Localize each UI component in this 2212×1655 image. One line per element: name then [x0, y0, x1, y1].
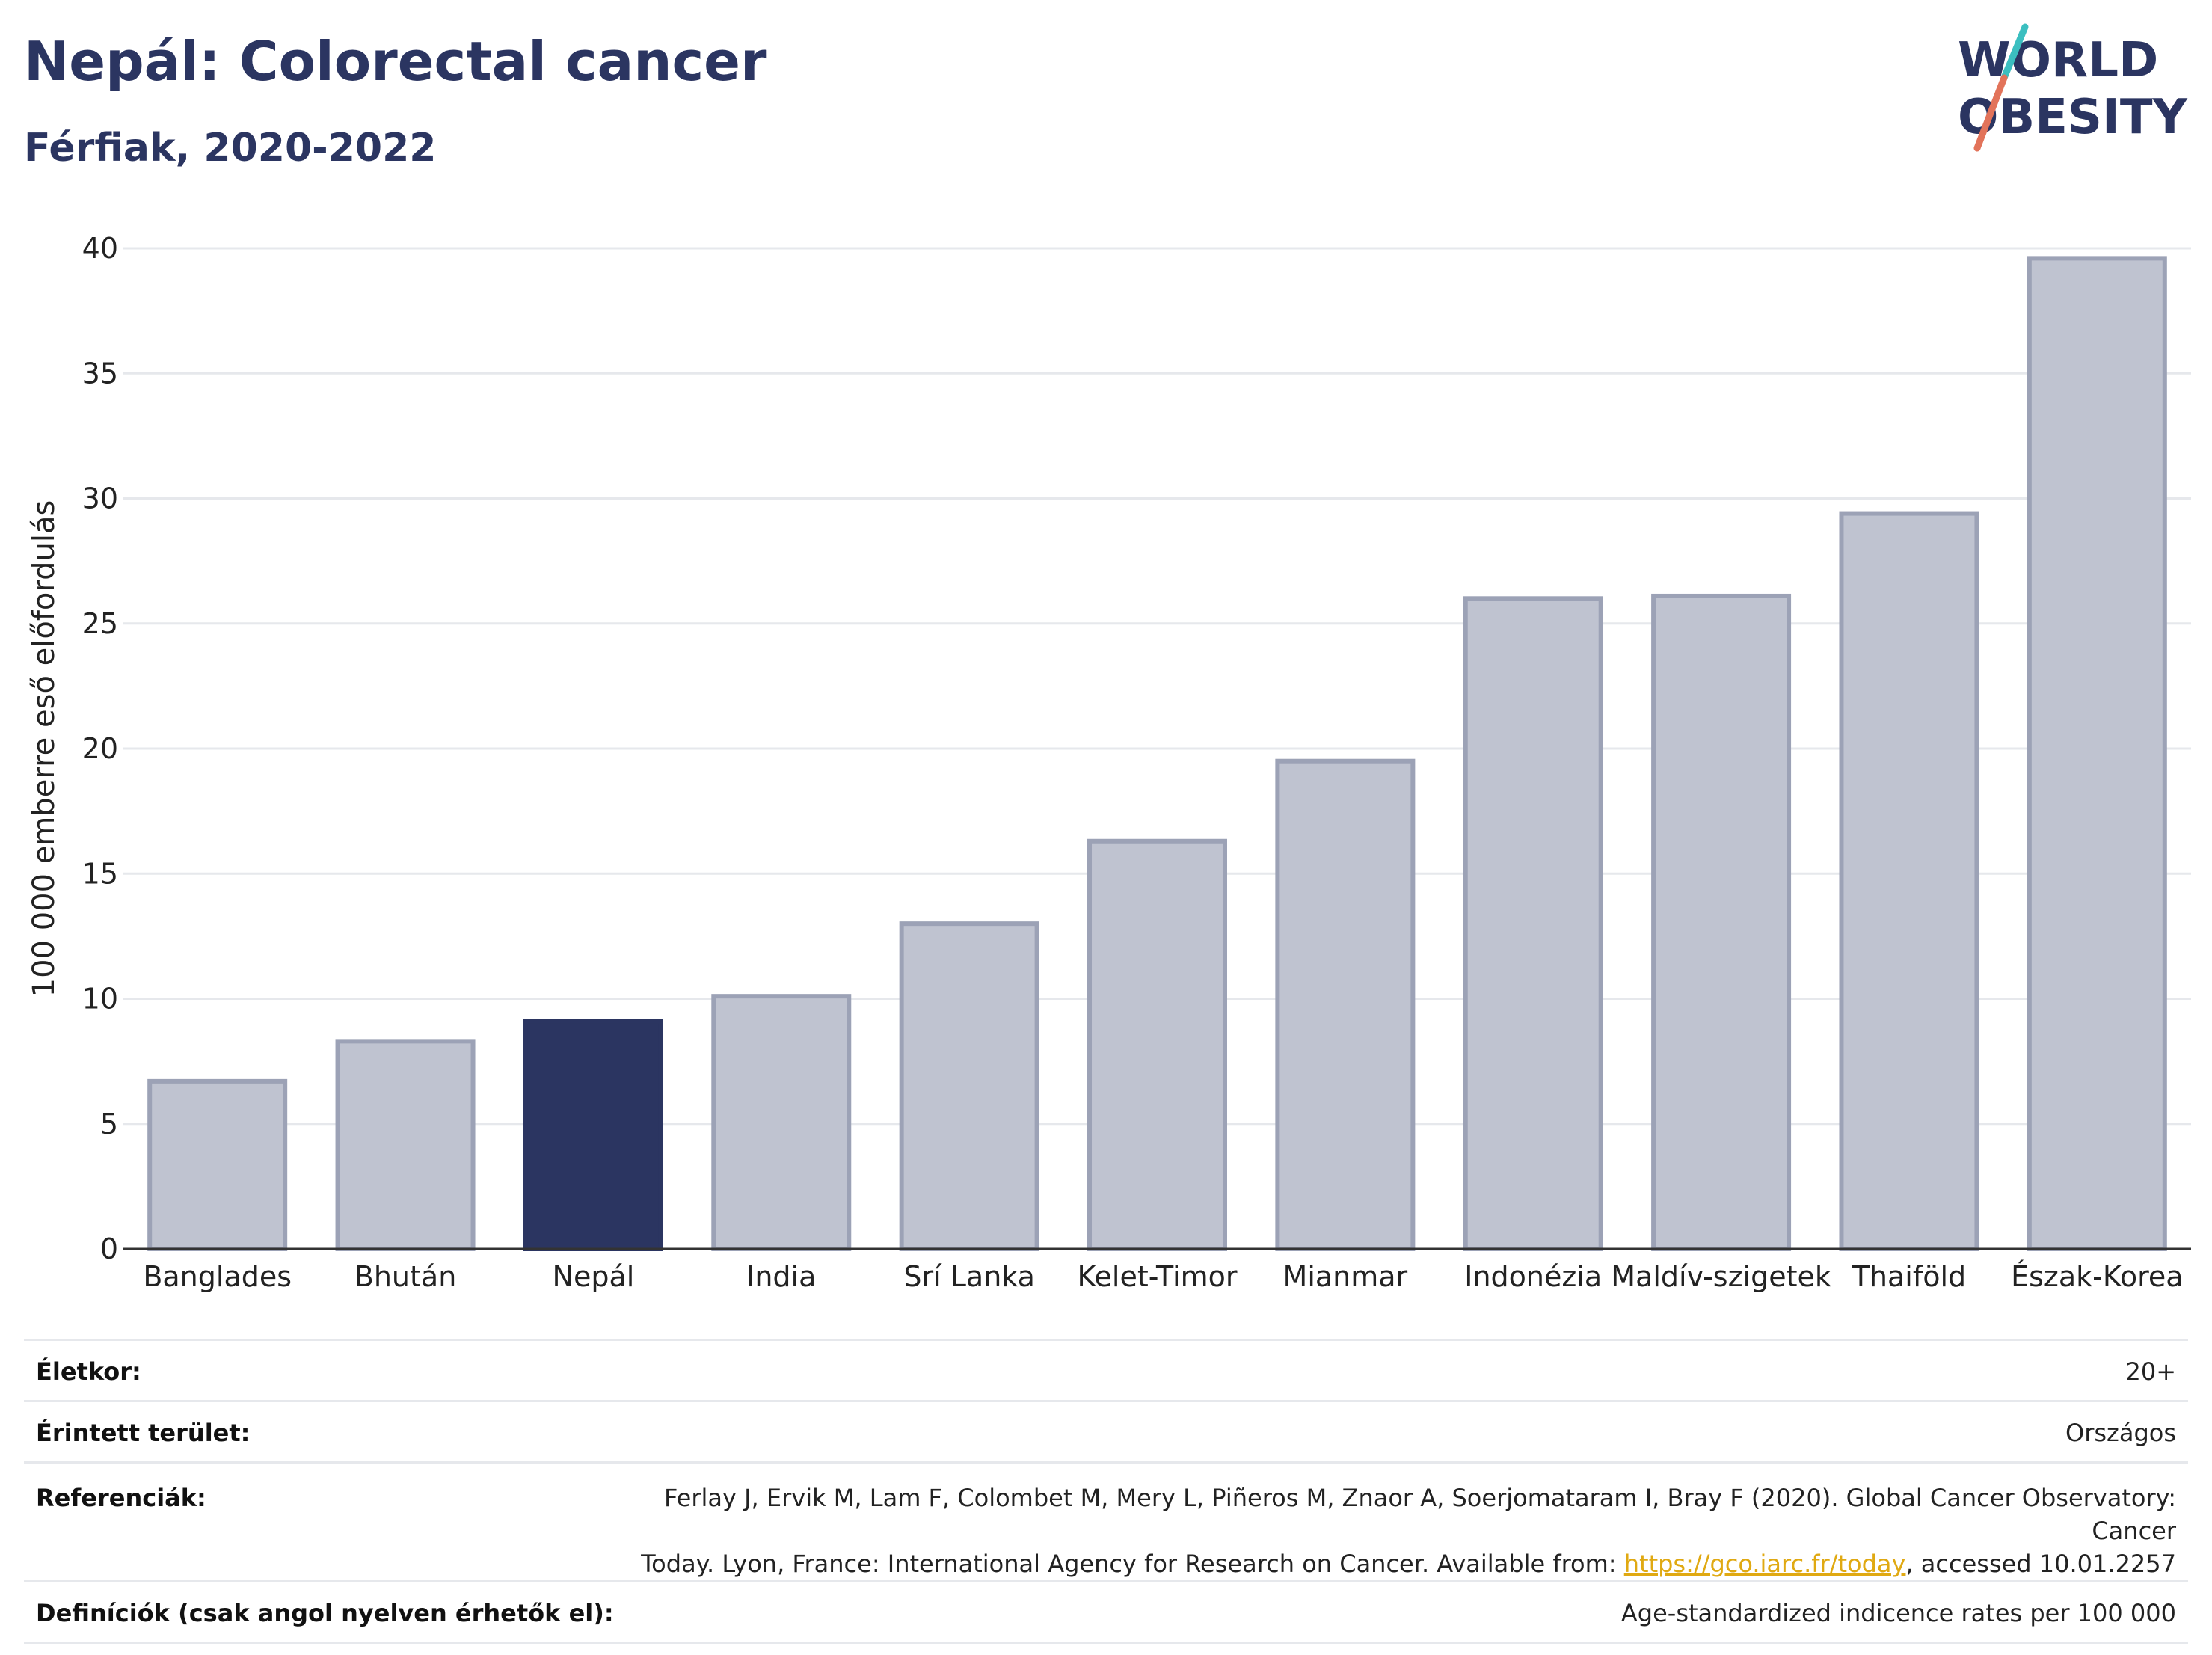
x-tick-label: Srí Lanka — [903, 1260, 1035, 1293]
y-tick-label: 5 — [100, 1108, 118, 1140]
y-tick-label: 0 — [100, 1232, 118, 1265]
definitions-value: Age-standardized indicence rates per 100… — [1620, 1599, 2176, 1627]
bar-chart: 0 5 10 15 20 25 30 35 40 Banglades Bhután Nepál Indi… — [27, 232, 2191, 1293]
y-tick-label: 30 — [82, 482, 118, 515]
x-tick-label: Kelet-Timor — [1078, 1260, 1238, 1293]
y-axis-title: 100 000 emberre eső előfordulás — [27, 500, 61, 998]
bar — [1651, 593, 1792, 1251]
metadata-table: Életkor: 20+ Érintett terület: Országos … — [24, 1339, 2188, 1644]
y-tick-label: 40 — [82, 232, 118, 265]
reference-line2-post: , accessed 10.01.2257 — [1905, 1550, 2176, 1578]
y-tick-label: 20 — [82, 732, 118, 765]
bar — [1463, 596, 1603, 1251]
bar — [1839, 511, 1979, 1251]
logo-slash-bottom — [1973, 74, 2008, 152]
logo-line1: WORLD — [1958, 33, 2158, 88]
bar — [1087, 838, 1227, 1251]
age-label: Életkor: — [36, 1357, 141, 1386]
bar — [2027, 256, 2167, 1251]
x-tick-label: Thaiföld — [1852, 1260, 1966, 1293]
age-value: 20+ — [2125, 1357, 2176, 1386]
reference-line1: Ferlay J, Ervik M, Lam F, Colombet M, Me… — [664, 1484, 2176, 1545]
page-title: Nepál: Colorectal cancer — [24, 30, 767, 93]
x-tick-label: Bhután — [354, 1260, 457, 1293]
bar — [711, 994, 852, 1252]
references-label: Referenciák: — [36, 1484, 206, 1512]
x-tick-label: Indonézia — [1464, 1260, 1602, 1293]
x-tick-label: Észak-Korea — [2011, 1260, 2184, 1293]
bar — [147, 1078, 288, 1252]
meta-row-age: Életkor: 20+ — [24, 1339, 2188, 1401]
bar — [335, 1039, 476, 1251]
x-tick-label: Maldív-szigetek — [1611, 1260, 1831, 1293]
meta-row-definitions: Definíciók (csak angol nyelven érhetők e… — [24, 1581, 2188, 1643]
bar — [899, 921, 1039, 1252]
y-tick-label: 15 — [82, 857, 118, 890]
reference-link[interactable]: https://gco.iarc.fr/today — [1623, 1550, 1906, 1578]
references-value: Ferlay J, Ervik M, Lam F, Colombet M, Me… — [626, 1463, 2188, 1582]
y-tick-label: 35 — [82, 357, 118, 390]
x-tick-label: Banglades — [143, 1260, 292, 1293]
area-label: Érintett terület: — [36, 1419, 251, 1447]
bar — [1275, 758, 1416, 1251]
definitions-label: Definíciók (csak angol nyelven érhetők e… — [36, 1599, 614, 1627]
y-tick-label: 10 — [82, 983, 118, 1016]
x-tick-label: Mianmar — [1283, 1260, 1408, 1293]
meta-row-area: Érintett terület: Országos — [24, 1401, 2188, 1463]
y-tick-label: 25 — [82, 607, 118, 640]
world-obesity-logo: WORLD OBESITY — [1958, 23, 2187, 152]
area-value: Országos — [2065, 1419, 2176, 1447]
logo-slash-top — [2000, 23, 2029, 82]
page-subtitle: Férfiak, 2020-2022 — [24, 126, 437, 171]
x-tick-label: India — [746, 1260, 816, 1293]
x-tick-label: Nepál — [553, 1260, 635, 1293]
reference-line2-pre: Today. Lyon, France: International Agenc… — [641, 1550, 1624, 1578]
meta-row-references: Referenciák: Ferlay J, Ervik M, Lam F, C… — [24, 1462, 2188, 1582]
bar — [523, 1019, 663, 1251]
